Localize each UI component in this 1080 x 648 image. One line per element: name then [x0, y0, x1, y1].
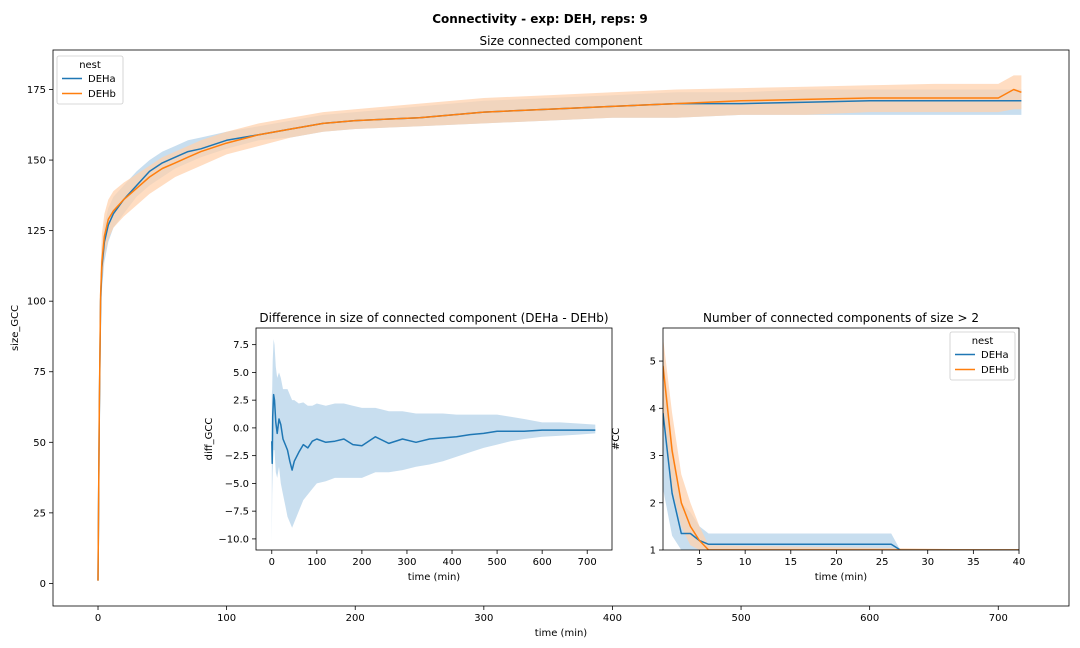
x-axis-label: time (min) [408, 572, 461, 583]
legend-title: nest [972, 336, 994, 347]
y-tick-label: 4 [650, 404, 656, 415]
legend-label-dehb: DEHb [981, 365, 1009, 376]
x-tick-label: 40 [1013, 557, 1026, 568]
y-axis-label: #CC [611, 428, 622, 450]
legend: nest DEHa DEHb [950, 332, 1015, 380]
x-tick-label: 5 [696, 557, 702, 568]
legend-label-deha: DEHa [88, 74, 116, 85]
y-tick-label: 3 [650, 451, 656, 462]
chart-title: Difference in size of connected componen… [259, 311, 608, 325]
y-tick-label: 5.0 [233, 368, 249, 379]
y-tick-label: 0.0 [233, 423, 249, 434]
y-axis-label: size_GCC [10, 305, 21, 351]
x-tick-label: 500 [488, 557, 507, 568]
x-tick-label: 400 [442, 557, 461, 568]
y-tick-label: −5.0 [225, 479, 249, 490]
x-tick-label: 400 [603, 613, 622, 624]
x-tick-label: 10 [739, 557, 752, 568]
x-tick-label: 300 [474, 613, 493, 624]
legend-label-dehb: DEHb [88, 89, 116, 100]
chart-title: Number of connected components of size >… [703, 311, 979, 325]
x-tick-label: 200 [352, 557, 371, 568]
y-tick-label: 2 [650, 498, 656, 509]
x-tick-label: 100 [307, 557, 326, 568]
x-tick-label: 15 [784, 557, 797, 568]
x-axis-label: time (min) [535, 628, 588, 639]
y-axis-label: diff_GCC [204, 418, 215, 461]
x-tick-label: 500 [732, 613, 751, 624]
x-tick-label: 600 [533, 557, 552, 568]
chart-title: Size connected component [480, 34, 643, 48]
y-tick-label: 75 [33, 367, 46, 378]
y-tick-label: −2.5 [225, 451, 249, 462]
y-tick-label: −10.0 [218, 534, 249, 545]
x-tick-label: 30 [921, 557, 934, 568]
y-tick-label: 7.5 [233, 340, 249, 351]
x-tick-label: 0 [95, 613, 101, 624]
y-tick-label: 2.5 [233, 396, 249, 407]
y-tick-label: 1 [650, 546, 656, 557]
y-tick-label: 100 [27, 297, 46, 308]
x-tick-label: 35 [967, 557, 980, 568]
diff-inset-chart: 0 100 200 300 400 500 600 700 −10.0 −7.5 −5.0 −2.5 0… [204, 311, 612, 583]
y-tick-label: 25 [33, 508, 46, 519]
x-tick-label: 700 [578, 557, 597, 568]
x-tick-label: 600 [860, 613, 879, 624]
cc-inset-chart: 5 10 15 20 25 30 35 40 1 2 3 4 5 Number of connected … [611, 311, 1025, 583]
legend-title: nest [79, 60, 101, 71]
y-tick-label: 150 [27, 156, 46, 167]
legend-label-deha: DEHa [981, 350, 1009, 361]
y-tick-label: 50 [33, 438, 46, 449]
x-tick-label: 300 [397, 557, 416, 568]
x-tick-label: 20 [830, 557, 843, 568]
y-tick-label: −7.5 [225, 507, 249, 518]
x-axis-label: time (min) [815, 572, 868, 583]
y-tick-label: 125 [27, 226, 46, 237]
x-tick-label: 25 [876, 557, 889, 568]
legend: nest DEHa DEHb [57, 56, 123, 104]
x-tick-label: 700 [989, 613, 1008, 624]
y-tick-label: 5 [650, 357, 656, 368]
x-tick-label: 200 [346, 613, 365, 624]
x-tick-label: 100 [217, 613, 236, 624]
y-tick-label: 0 [40, 579, 46, 590]
figure-suptitle: Connectivity - exp: DEH, reps: 9 [432, 12, 648, 26]
y-tick-label: 175 [27, 85, 46, 96]
x-tick-label: 0 [269, 557, 275, 568]
